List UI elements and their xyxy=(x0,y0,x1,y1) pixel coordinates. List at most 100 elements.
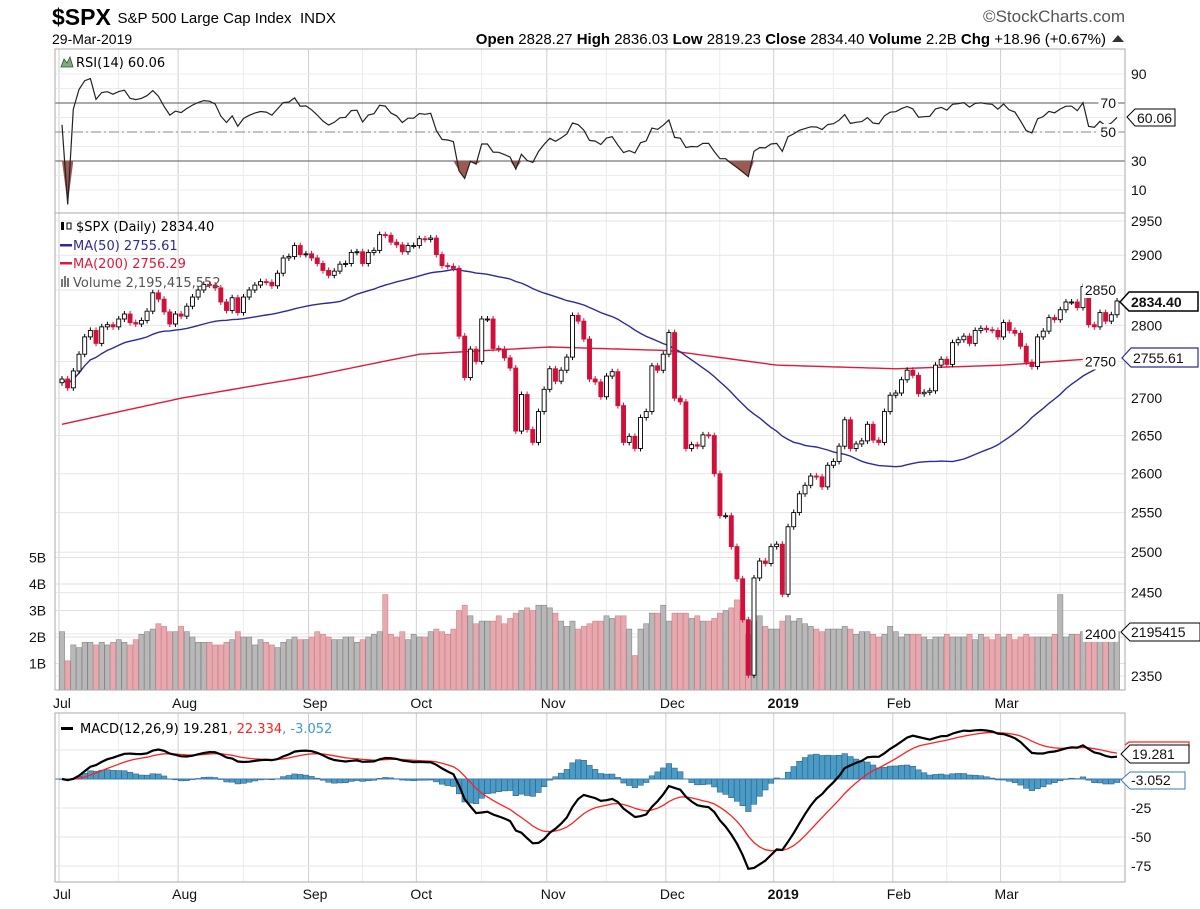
candle xyxy=(326,269,332,276)
price-tick-label: 2400 xyxy=(1085,626,1116,642)
candle xyxy=(706,434,712,437)
low-value: 2819.23 xyxy=(707,31,761,48)
price-tick-label: 2900 xyxy=(1131,247,1162,263)
candle xyxy=(167,311,173,325)
volume-bar xyxy=(507,618,513,691)
volume-bar xyxy=(1108,639,1115,691)
volume-bar xyxy=(887,626,894,691)
macd-histogram-bar xyxy=(490,778,497,794)
macd-histogram-bar xyxy=(626,778,633,786)
volume-bar xyxy=(762,626,769,691)
macd-histogram-bar xyxy=(291,773,298,780)
candle xyxy=(899,379,904,394)
volume-bar xyxy=(705,620,712,691)
volume-bar xyxy=(915,634,922,691)
macd-histogram-bar xyxy=(1023,778,1030,789)
volume-bar xyxy=(200,641,207,691)
volume-bar xyxy=(371,634,377,691)
volume-bar xyxy=(1000,636,1007,691)
macd-histogram-bar xyxy=(342,778,349,783)
volume-bar xyxy=(212,644,219,691)
candle-icon xyxy=(61,222,72,230)
macd-histogram-bar xyxy=(127,771,134,780)
volume-bar xyxy=(875,636,882,691)
ma200-swatch xyxy=(60,262,72,265)
candle xyxy=(808,475,814,486)
candle xyxy=(1069,301,1075,304)
candle xyxy=(207,283,212,286)
chg-value: +18.96 (+0.67%) xyxy=(994,31,1106,48)
macd-histogram-bar xyxy=(705,778,712,785)
candle xyxy=(672,332,678,399)
candle xyxy=(570,314,575,358)
volume-bar xyxy=(1091,634,1098,691)
volume-bar xyxy=(569,620,576,691)
volume-bar xyxy=(399,631,406,691)
price-tick-label: 2550 xyxy=(1131,505,1162,521)
volume-bar xyxy=(819,631,825,691)
volume-bar xyxy=(240,636,247,691)
macd-histogram-bar xyxy=(495,778,502,793)
candle xyxy=(297,245,303,255)
macd-histogram-bar xyxy=(790,766,797,780)
macd-histogram-bar xyxy=(444,778,451,786)
candle xyxy=(382,234,388,237)
candle xyxy=(303,253,309,256)
volume-bar xyxy=(268,644,275,691)
macd-histogram-bar xyxy=(240,778,247,784)
volume-bar xyxy=(552,612,559,691)
volume-bar xyxy=(802,623,808,691)
grid xyxy=(55,49,1125,882)
tick-label-backing xyxy=(1082,353,1119,370)
volume-icon xyxy=(61,276,69,287)
macd-histogram-bar xyxy=(745,778,752,812)
volume-bar xyxy=(433,628,440,691)
candle xyxy=(1023,345,1029,363)
macd-histogram-bar xyxy=(336,778,343,784)
macd-histogram-bar xyxy=(637,778,644,786)
volume-bar xyxy=(949,636,956,691)
candle xyxy=(847,419,853,449)
volume-bar xyxy=(943,634,950,691)
rsi-line xyxy=(61,77,1118,205)
candle xyxy=(910,369,916,376)
candle xyxy=(121,313,127,320)
macd-histogram-bar xyxy=(960,773,967,780)
candle xyxy=(99,326,105,344)
candle xyxy=(587,338,592,380)
macd-histogram-bar xyxy=(1051,778,1058,783)
volume-bar xyxy=(467,615,474,691)
volume-bar xyxy=(711,618,718,691)
candle xyxy=(399,244,405,253)
candle xyxy=(558,369,564,382)
volume-bar xyxy=(609,618,616,691)
candle xyxy=(700,434,706,447)
candle xyxy=(825,464,831,488)
candle xyxy=(626,435,632,443)
ma-value-tag: 2755.61 xyxy=(1121,347,1199,368)
month-label: Sep xyxy=(303,695,328,711)
volume-bar xyxy=(70,644,77,691)
macd-histogram-bar xyxy=(1017,778,1024,786)
candle xyxy=(1103,312,1109,322)
candle xyxy=(564,356,570,371)
macd-histogram-bar xyxy=(285,775,292,780)
candle xyxy=(842,419,848,447)
candle xyxy=(433,237,439,255)
candle xyxy=(252,284,258,291)
volume-bar xyxy=(172,631,179,691)
volume-bar xyxy=(64,660,71,691)
ma50-line xyxy=(61,268,1118,468)
macd-histogram-bar xyxy=(132,773,139,780)
volume-bar xyxy=(756,615,763,691)
volume-tick-label: 4B xyxy=(29,576,46,592)
volume-bar xyxy=(580,626,587,691)
macd-histogram-bar xyxy=(586,765,593,780)
macd-histogram-bar xyxy=(104,769,111,780)
candle xyxy=(513,367,519,432)
macd-histogram-bar xyxy=(1034,778,1041,790)
volume-bar xyxy=(541,604,548,691)
volume-bar xyxy=(858,631,865,691)
volume-bar xyxy=(81,641,88,691)
symbol: $SPX xyxy=(52,4,111,30)
